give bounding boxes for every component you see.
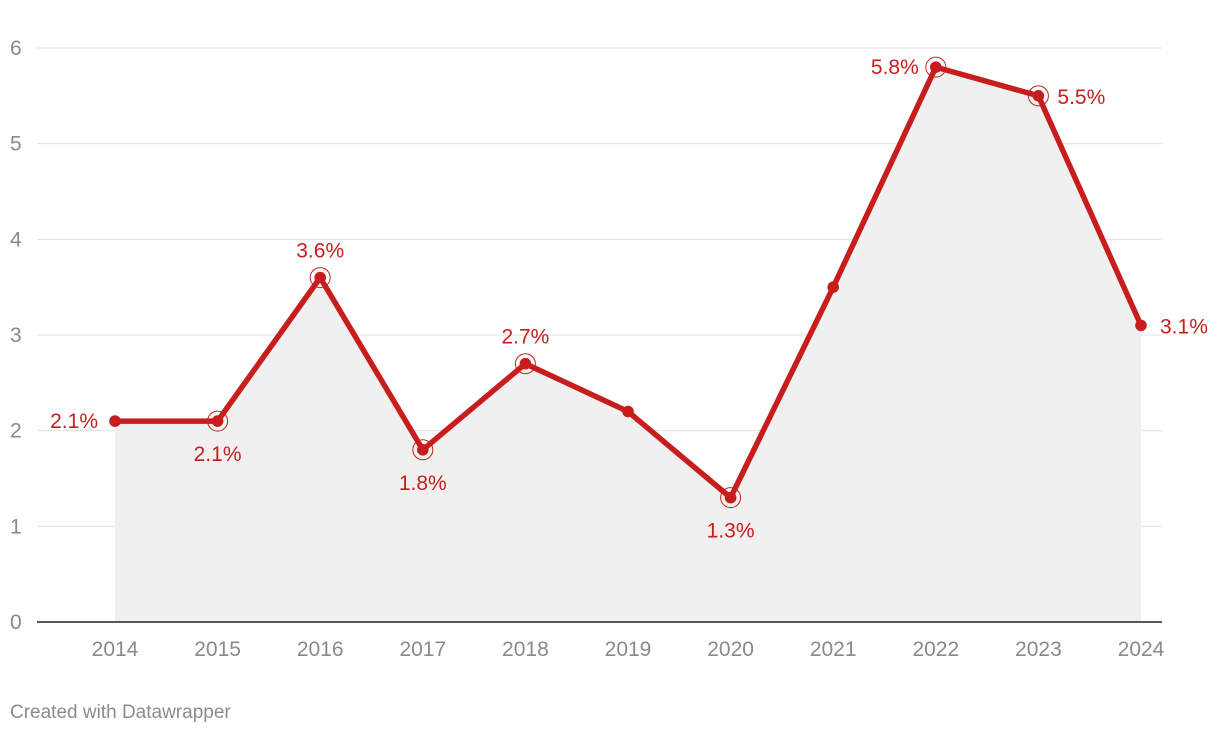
data-point xyxy=(211,415,224,427)
x-tick-label: 2015 xyxy=(194,638,241,661)
data-label: 2.1% xyxy=(50,410,98,433)
y-tick-label: 6 xyxy=(10,37,22,60)
data-label: 1.8% xyxy=(399,472,447,495)
data-point xyxy=(519,357,532,370)
y-tick-label: 1 xyxy=(10,515,22,538)
highlight-ring xyxy=(207,410,229,432)
data-point xyxy=(827,281,839,293)
y-tick-label: 4 xyxy=(10,228,22,251)
x-tick-label: 2024 xyxy=(1118,638,1165,661)
data-point xyxy=(622,405,634,418)
y-tick-labels: 0 1 2 3 4 5 6 xyxy=(10,37,22,634)
data-label: 2.7% xyxy=(501,326,549,349)
data-point xyxy=(1135,319,1147,332)
x-tick-label: 2020 xyxy=(707,638,754,661)
data-label: 1.3% xyxy=(707,520,755,543)
x-tick-label: 2022 xyxy=(912,638,959,661)
x-tick-label: 2021 xyxy=(810,638,857,661)
y-tick-label: 2 xyxy=(10,420,22,443)
data-label: 5.5% xyxy=(1057,86,1105,109)
highlight-ring xyxy=(412,439,434,461)
area-layer xyxy=(115,67,1141,623)
highlight-ring xyxy=(1027,85,1049,107)
data-point xyxy=(109,415,121,427)
highlight-ring xyxy=(720,487,742,509)
data-point xyxy=(930,61,942,73)
data-point xyxy=(1032,90,1045,102)
data-point xyxy=(417,444,429,456)
area-fill xyxy=(115,67,1141,623)
highlight-ring xyxy=(309,267,331,289)
y-tick-label: 0 xyxy=(10,611,22,634)
x-tick-label: 2017 xyxy=(399,638,446,661)
data-label: 3.6% xyxy=(296,240,344,263)
x-tick-label: 2014 xyxy=(92,638,139,661)
x-tick-label: 2019 xyxy=(605,638,652,661)
data-label: 2.1% xyxy=(194,443,242,466)
highlight-ring xyxy=(925,56,947,78)
y-tick-label: 3 xyxy=(10,324,22,347)
data-point xyxy=(314,271,327,284)
data-label: 3.1% xyxy=(1160,315,1208,338)
data-point xyxy=(724,491,737,504)
label-layer: 2.1% 2.1% 3.6% 1.8% 2.7% 1.3% 5.8% 5.5% 3.1% xyxy=(50,56,1208,543)
data-label: 5.8% xyxy=(871,56,919,79)
credit-text: Created with Datawrapper xyxy=(10,702,231,723)
x-tick-labels: 2014 2015 2016 2017 2018 2019 2020 2021 2022 2023… xyxy=(92,638,1165,661)
x-tick-label: 2023 xyxy=(1015,638,1062,661)
y-tick-label: 5 xyxy=(10,133,22,156)
highlight-ring xyxy=(514,353,536,375)
x-tick-label: 2016 xyxy=(297,638,344,661)
x-tick-label: 2018 xyxy=(502,638,549,661)
point-layer xyxy=(109,56,1147,509)
